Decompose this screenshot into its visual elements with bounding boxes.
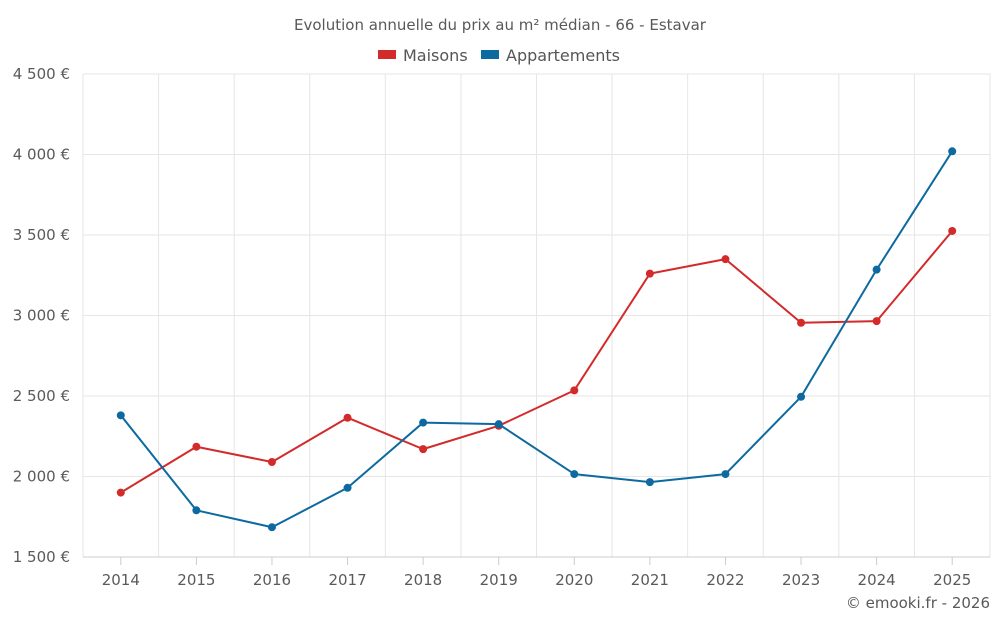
x-tick-label: 2021 [631,571,669,589]
y-tick-label: 4 500 € [13,65,70,83]
x-tick-label: 2024 [858,571,896,589]
data-point-maisons[interactable] [948,226,957,235]
chart-title: Evolution annuelle du prix au m² médian … [294,16,707,34]
y-axis: 1 500 € 2 000 € 2 500 € 3 000 € 3 500 € 4 000… [13,65,70,566]
data-point-maisons[interactable] [419,445,428,454]
series-line-appartements [120,150,954,529]
data-point-appartements[interactable] [645,478,654,487]
legend-label-appartements[interactable]: Appartements [506,46,620,65]
x-tick-label: 2017 [328,571,366,589]
x-tick-label: 2015 [177,571,215,589]
legend: Maisons Appartements [378,46,620,65]
y-tick-label: 3 500 € [13,226,70,244]
x-tick-label: 2016 [253,571,291,589]
data-point-appartements[interactable] [192,506,201,515]
data-point-maisons[interactable] [721,255,730,264]
data-point-appartements[interactable] [721,470,730,479]
y-tick-label: 4 000 € [13,146,70,164]
series-layer [116,147,957,532]
data-point-appartements[interactable] [948,147,957,156]
x-tick-label: 2023 [782,571,820,589]
data-point-appartements[interactable] [494,420,503,429]
x-tick-label: 2019 [480,571,518,589]
data-point-appartements[interactable] [419,418,428,427]
data-point-maisons[interactable] [645,269,654,278]
data-point-appartements[interactable] [267,523,276,532]
data-point-maisons[interactable] [192,442,201,451]
y-tick-label: 3 000 € [13,307,70,325]
series-line-maisons [120,230,953,494]
data-point-appartements[interactable] [343,483,352,492]
data-point-appartements[interactable] [872,265,881,274]
x-tick-label: 2025 [933,571,971,589]
data-point-appartements[interactable] [116,411,125,420]
x-tick-label: 2014 [102,571,140,589]
data-point-appartements[interactable] [797,392,806,401]
legend-swatch-appartements [481,50,499,59]
x-tick-label: 2020 [555,571,593,589]
y-tick-label: 2 500 € [13,387,70,405]
data-point-appartements[interactable] [570,470,579,479]
legend-swatch-maisons [378,50,396,59]
y-tick-label: 1 500 € [13,548,70,566]
legend-label-maisons[interactable]: Maisons [403,46,468,65]
data-point-maisons[interactable] [116,488,125,497]
x-axis: 2014 2015 2016 2017 2018 2019 2020 2021 2022 2023… [83,556,990,589]
data-point-maisons[interactable] [267,458,276,467]
copyright: © emooki.fr - 2026 [846,594,990,612]
data-point-maisons[interactable] [872,317,881,326]
x-tick-label: 2022 [706,571,744,589]
data-point-maisons[interactable] [797,318,806,327]
data-point-maisons[interactable] [570,386,579,395]
y-tick-label: 2 000 € [13,468,70,486]
x-tick-label: 2018 [404,571,442,589]
grid [82,73,991,558]
data-point-maisons[interactable] [343,413,352,422]
